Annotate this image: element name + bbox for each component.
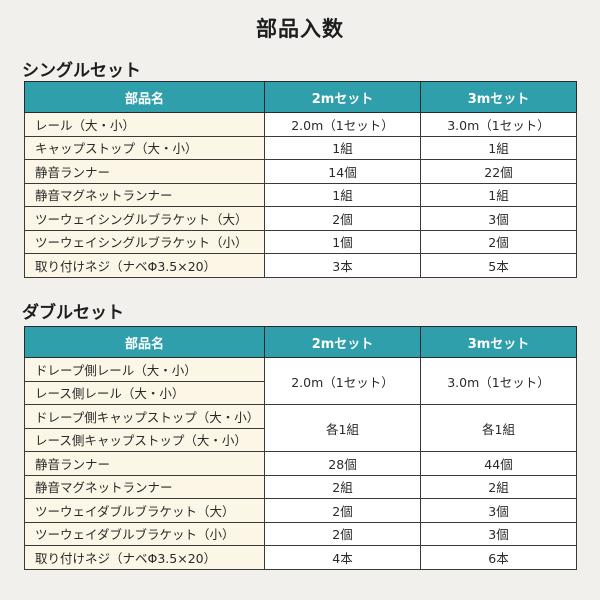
qty-3m: 22個 — [420, 159, 577, 184]
qty-3m: 各1組 — [420, 404, 577, 452]
table-row: ツーウェイシングルブラケット（小） 1個 2個 — [24, 229, 577, 254]
header-2m-set: 2mセット — [264, 326, 421, 358]
header-2m-set: 2mセット — [264, 81, 421, 113]
qty-2m: 1個 — [264, 229, 421, 254]
qty-2m: 3本 — [264, 253, 421, 278]
part-name: ツーウェイシングルブラケット（小） — [24, 229, 265, 254]
qty-2m: 1組 — [264, 135, 421, 160]
page-title: 部品入数 — [256, 17, 344, 41]
table-row: ドレープ側レール（大・小） 2.0m（1セット） 3.0m（1セット） — [24, 357, 577, 405]
table-row: ツーウェイダブルブラケット（大） 2個 3個 — [24, 498, 577, 523]
qty-3m: 3.0m（1セット） — [420, 112, 577, 137]
table-row: キャップストップ（大・小） 1組 1組 — [24, 135, 577, 160]
part-name: ドレープ側キャップストップ（大・小） — [24, 404, 265, 429]
table-row: ツーウェイシングルブラケット（大） 2個 3個 — [24, 206, 577, 231]
part-name: 静音マグネットランナー — [24, 474, 265, 499]
table-row: レール（大・小） 2.0m（1セット） 3.0m（1セット） — [24, 112, 577, 137]
qty-3m: 2個 — [420, 229, 577, 254]
qty-2m: 2組 — [264, 474, 421, 499]
part-name: ツーウェイシングルブラケット（大） — [24, 206, 265, 231]
qty-2m: 4本 — [264, 545, 421, 570]
qty-2m: 2.0m（1セット） — [264, 357, 421, 405]
double-set-title: ダブルセット — [22, 303, 124, 323]
qty-2m: 各1組 — [264, 404, 421, 452]
header-3m-set: 3mセット — [420, 326, 577, 358]
part-name: レース側キャップストップ（大・小） — [24, 427, 265, 452]
qty-2m: 2.0m（1セット） — [264, 112, 421, 137]
table-header-row: 部品名 2mセット 3mセット — [24, 326, 577, 358]
qty-2m: 14個 — [264, 159, 421, 184]
table-row: 静音マグネットランナー 1組 1組 — [24, 182, 577, 207]
part-name: キャップストップ（大・小） — [24, 135, 265, 160]
table-row: 静音ランナー 28個 44個 — [24, 451, 577, 476]
part-name: 取り付けネジ（ナベΦ3.5×20） — [24, 253, 265, 278]
qty-3m: 2組 — [420, 474, 577, 499]
qty-3m: 44個 — [420, 451, 577, 476]
qty-3m: 3.0m（1セット） — [420, 357, 577, 405]
table-row: レース側レール（大・小） — [24, 380, 577, 405]
part-name: 静音マグネットランナー — [24, 182, 265, 207]
qty-3m: 6本 — [420, 545, 577, 570]
table-header-row: 部品名 2mセット 3mセット — [24, 81, 577, 113]
qty-3m: 3個 — [420, 521, 577, 546]
qty-3m: 1組 — [420, 135, 577, 160]
single-set-table: 部品名 2mセット 3mセット レール（大・小） 2.0m（1セット） 3.0m… — [24, 81, 577, 278]
table-row: ツーウェイダブルブラケット（小） 2個 3個 — [24, 521, 577, 546]
part-name: ツーウェイダブルブラケット（小） — [24, 521, 265, 546]
qty-3m: 1組 — [420, 182, 577, 207]
part-name: 取り付けネジ（ナベΦ3.5×20） — [24, 545, 265, 570]
table-row: 取り付けネジ（ナベΦ3.5×20） 3本 5本 — [24, 253, 577, 278]
qty-3m: 3個 — [420, 498, 577, 523]
part-name: 静音ランナー — [24, 159, 265, 184]
table-row: 取り付けネジ（ナベΦ3.5×20） 4本 6本 — [24, 545, 577, 570]
qty-2m: 1組 — [264, 182, 421, 207]
qty-3m: 3個 — [420, 206, 577, 231]
part-name: ツーウェイダブルブラケット（大） — [24, 498, 265, 523]
qty-3m: 5本 — [420, 253, 577, 278]
qty-2m: 2個 — [264, 498, 421, 523]
header-part-name: 部品名 — [24, 81, 265, 113]
double-set-table: 部品名 2mセット 3mセット ドレープ側レール（大・小） 2.0m（1セット）… — [24, 326, 577, 570]
header-3m-set: 3mセット — [420, 81, 577, 113]
table-row: ドレープ側キャップストップ（大・小） 各1組 各1組 — [24, 404, 577, 452]
part-name: 静音ランナー — [24, 451, 265, 476]
part-name: レール（大・小） — [24, 112, 265, 137]
table-row: 静音マグネットランナー 2組 2組 — [24, 474, 577, 499]
qty-2m: 28個 — [264, 451, 421, 476]
header-part-name: 部品名 — [24, 326, 265, 358]
table-row: レース側キャップストップ（大・小） — [24, 427, 577, 452]
part-name: ドレープ側レール（大・小） — [24, 357, 265, 382]
qty-2m: 2個 — [264, 521, 421, 546]
single-set-title: シングルセット — [22, 61, 141, 81]
part-name: レース側レール（大・小） — [24, 380, 265, 405]
qty-2m: 2個 — [264, 206, 421, 231]
table-row: 静音ランナー 14個 22個 — [24, 159, 577, 184]
